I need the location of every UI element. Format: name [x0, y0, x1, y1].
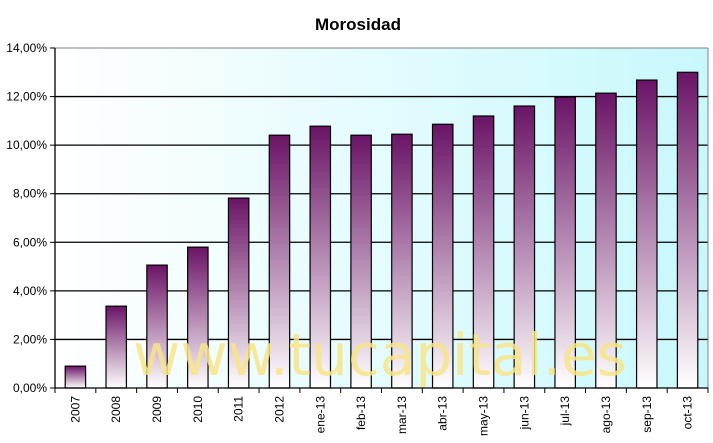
watermark: www.tucapital.es [133, 321, 627, 389]
x-tick-label: 2008 [109, 396, 123, 423]
x-tick-label: 2011 [232, 396, 246, 422]
x-tick-label: 2007 [68, 396, 82, 423]
x-tick-label: jul-13 [558, 396, 572, 427]
x-tick-label: 2012 [272, 396, 286, 423]
y-tick-label: 6,00% [13, 235, 47, 249]
x-tick-label: 2009 [150, 396, 164, 423]
x-tick-label: oct-13 [681, 396, 695, 430]
chart-title: Morosidad [315, 15, 401, 34]
x-tick-label: ago-13 [599, 396, 613, 434]
y-tick-label: 14,00% [6, 41, 47, 55]
x-tick-label: ene-13 [313, 396, 327, 434]
x-tick-label: sep-13 [640, 396, 654, 433]
y-tick-label: 8,00% [13, 187, 47, 201]
y-tick-label: 2,00% [13, 332, 47, 346]
y-tick-label: 4,00% [13, 284, 47, 298]
y-tick-label: 0,00% [13, 381, 47, 395]
bar-oct-13 [676, 71, 699, 389]
x-tick-label: 2010 [191, 396, 205, 423]
x-tick-label: mar-13 [395, 396, 409, 434]
x-tick-label: abr-13 [436, 396, 450, 431]
bar-2008 [105, 305, 128, 389]
x-tick-label: feb-13 [354, 396, 368, 430]
y-tick-label: 10,00% [6, 138, 47, 152]
bar-sep-13 [635, 79, 658, 389]
y-tick-label: 12,00% [6, 90, 47, 104]
bar-2007 [64, 365, 87, 389]
x-tick-label: jun-13 [517, 396, 531, 431]
x-tick-label: may-13 [477, 396, 491, 436]
